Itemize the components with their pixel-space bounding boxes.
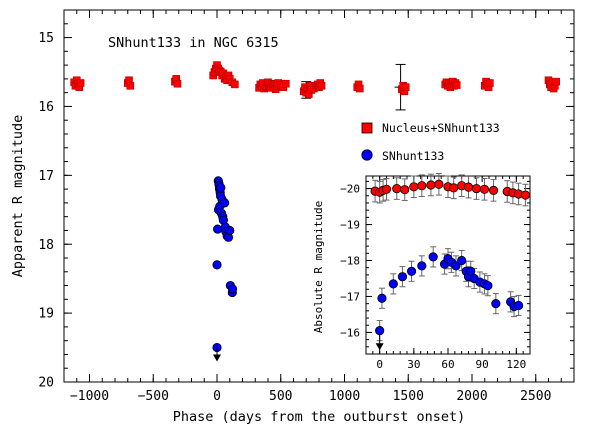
red-data-point: [426, 180, 436, 190]
red-data-point: [417, 181, 427, 191]
main-y-tick-labels: 15 16 17 18 19 20: [38, 31, 54, 390]
x-tick-label: 0: [213, 389, 221, 404]
x-tick-label: 0: [376, 358, 383, 371]
y-tick-label: 20: [38, 376, 54, 391]
x-tick-label: 30: [407, 358, 420, 371]
y-tick-label: 18: [38, 238, 54, 253]
red-data-point: [76, 79, 85, 87]
red-data-point: [381, 184, 392, 194]
y-tick-label: 19: [38, 307, 54, 322]
x-tick-label: 500: [269, 389, 292, 404]
red-data-point: [488, 185, 499, 195]
red-data-point: [449, 183, 459, 193]
blue-data-point: [451, 261, 461, 271]
main-plot: −1000 −500 0 500 1000 1500 2000 2500 15 16 17 18 19…: [10, 9, 575, 425]
red-data-point: [282, 79, 290, 88]
blue-data-point: [428, 252, 438, 262]
upper-limit-arrow-head: [375, 343, 384, 351]
y-tick-label: −20: [340, 182, 360, 195]
blue-data-point: [225, 225, 235, 236]
y-tick-label: −17: [340, 290, 360, 303]
blue-data-point: [406, 266, 417, 276]
y-tick-label: −18: [340, 254, 360, 267]
main-data-marks: [70, 61, 560, 362]
red-data-point: [317, 81, 326, 90]
blue-data-point: [213, 224, 223, 234]
blue-data-point: [375, 326, 385, 336]
inset-data-marks: [370, 179, 531, 351]
red-data-point: [479, 184, 490, 194]
inset-axis-ticks: [365, 176, 531, 355]
y-tick-label: 17: [38, 169, 54, 184]
upper-limit-arrow-head: [213, 354, 221, 362]
x-tick-label: 2500: [520, 389, 551, 404]
blue-data-point: [483, 281, 493, 291]
blue-data-point: [216, 183, 226, 193]
red-data-point: [452, 81, 461, 89]
y-tick-label: −19: [340, 218, 360, 231]
red-data-point: [471, 183, 482, 194]
x-tick-label: 60: [441, 358, 454, 371]
inset-x-tick-labels: 0 30 60 90 120: [376, 358, 526, 371]
blue-data-point: [377, 293, 387, 303]
legend-marker-nucleus: [361, 122, 373, 134]
red-data-point: [401, 83, 410, 91]
x-tick-label: 120: [506, 358, 526, 371]
blue-data-point: [227, 284, 238, 294]
main-x-tick-labels: −1000 −500 0 500 1000 1500 2000 2500: [70, 389, 551, 404]
red-data-point: [552, 77, 560, 86]
inset-plot: 0 30 60 90 120 −16 −17 −18 −19 −20 Absolute R ma…: [312, 172, 531, 371]
blue-data-point: [514, 300, 524, 311]
main-y-axis-label: Apparent R magnitude: [10, 115, 26, 278]
y-tick-label: 15: [38, 31, 54, 46]
inset-y-axis-label: Absolute R magnitude: [312, 201, 325, 333]
legend-label-nucleus: Nucleus+SNhunt133: [382, 121, 500, 135]
blue-data-point: [212, 260, 222, 270]
red-data-point: [400, 185, 410, 195]
blue-data-point: [491, 299, 501, 309]
red-data-point: [520, 190, 531, 200]
chart-title: SNhunt133 in NGC 6315: [108, 35, 279, 51]
blue-data-point: [457, 255, 467, 266]
blue-data-point: [397, 272, 408, 282]
legend-marker-snhunt133: [361, 149, 373, 161]
inset-y-tick-labels: −16 −17 −18 −19 −20: [340, 182, 360, 339]
blue-data-point: [417, 261, 427, 271]
main-x-axis-label: Phase (days from the outburst onset): [173, 409, 466, 425]
blue-data-point: [220, 198, 230, 208]
x-tick-label: 2000: [456, 389, 487, 404]
x-tick-label: −500: [138, 389, 169, 404]
y-tick-label: 16: [38, 100, 54, 115]
red-data-point: [392, 183, 402, 194]
red-data-point: [409, 182, 419, 192]
red-data-point: [173, 79, 182, 88]
red-data-point: [463, 182, 474, 192]
red-data-point: [231, 80, 239, 89]
red-data-point: [486, 79, 494, 87]
y-tick-label: −16: [340, 326, 360, 339]
x-tick-label: 1500: [393, 389, 424, 404]
legend-label-snhunt133: SNhunt133: [382, 149, 444, 163]
red-data-point: [126, 81, 135, 90]
red-data-point: [355, 84, 364, 93]
x-tick-label: 1000: [329, 389, 360, 404]
blue-data-point: [388, 279, 398, 289]
x-tick-label: 90: [476, 358, 489, 371]
main-axis-ticks: [63, 10, 575, 383]
legend: Nucleus+SNhunt133 SNhunt133: [361, 121, 500, 163]
red-data-point: [434, 179, 444, 189]
x-tick-label: −1000: [70, 389, 109, 404]
